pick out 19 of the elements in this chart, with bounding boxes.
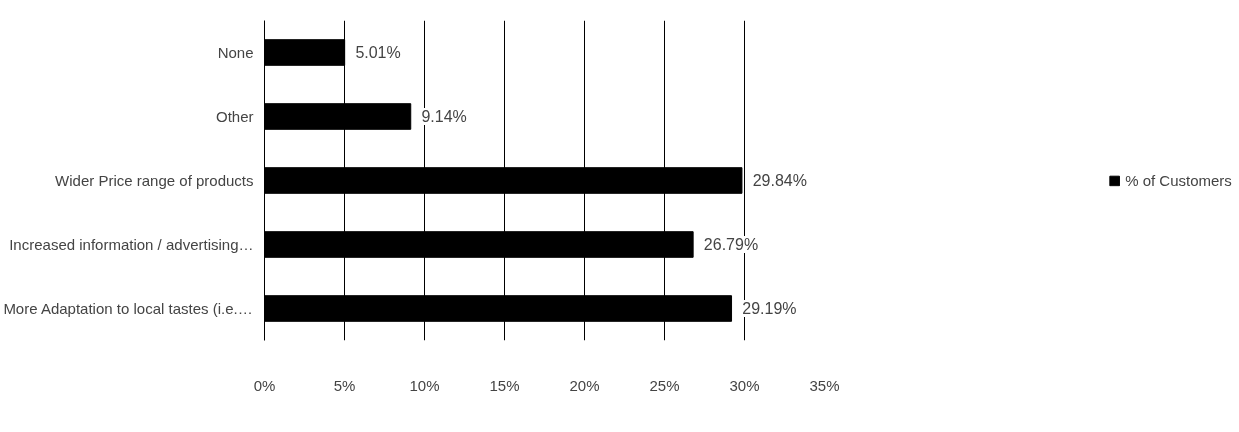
y-tick-label: Wider Price range of products xyxy=(55,172,254,189)
x-tick-label: 30% xyxy=(729,376,760,394)
data-label: 29.19% xyxy=(742,300,797,317)
data-label: 9.14% xyxy=(421,108,467,125)
data-label: 26.79% xyxy=(703,236,759,253)
x-tick-label: 15% xyxy=(489,376,520,394)
x-tick-label: 10% xyxy=(409,376,440,394)
y-tick-label: Increased information / advertising… xyxy=(9,236,254,253)
x-tick-label: 5% xyxy=(333,376,356,394)
x-tick-label: 0% xyxy=(253,376,276,394)
x-tick-label: 20% xyxy=(569,376,600,394)
y-tick-label: More Adaptation to local tastes (i.e.… xyxy=(3,300,253,317)
x-tick-label: 25% xyxy=(649,376,680,394)
x-tick-label: 35% xyxy=(809,376,840,394)
legend-label: % of Customers xyxy=(1125,171,1232,189)
data-label: 29.84% xyxy=(752,172,807,189)
data-label: 5.01% xyxy=(355,44,401,61)
y-tick-label: None xyxy=(217,44,254,61)
y-tick-label: Other xyxy=(215,108,254,125)
